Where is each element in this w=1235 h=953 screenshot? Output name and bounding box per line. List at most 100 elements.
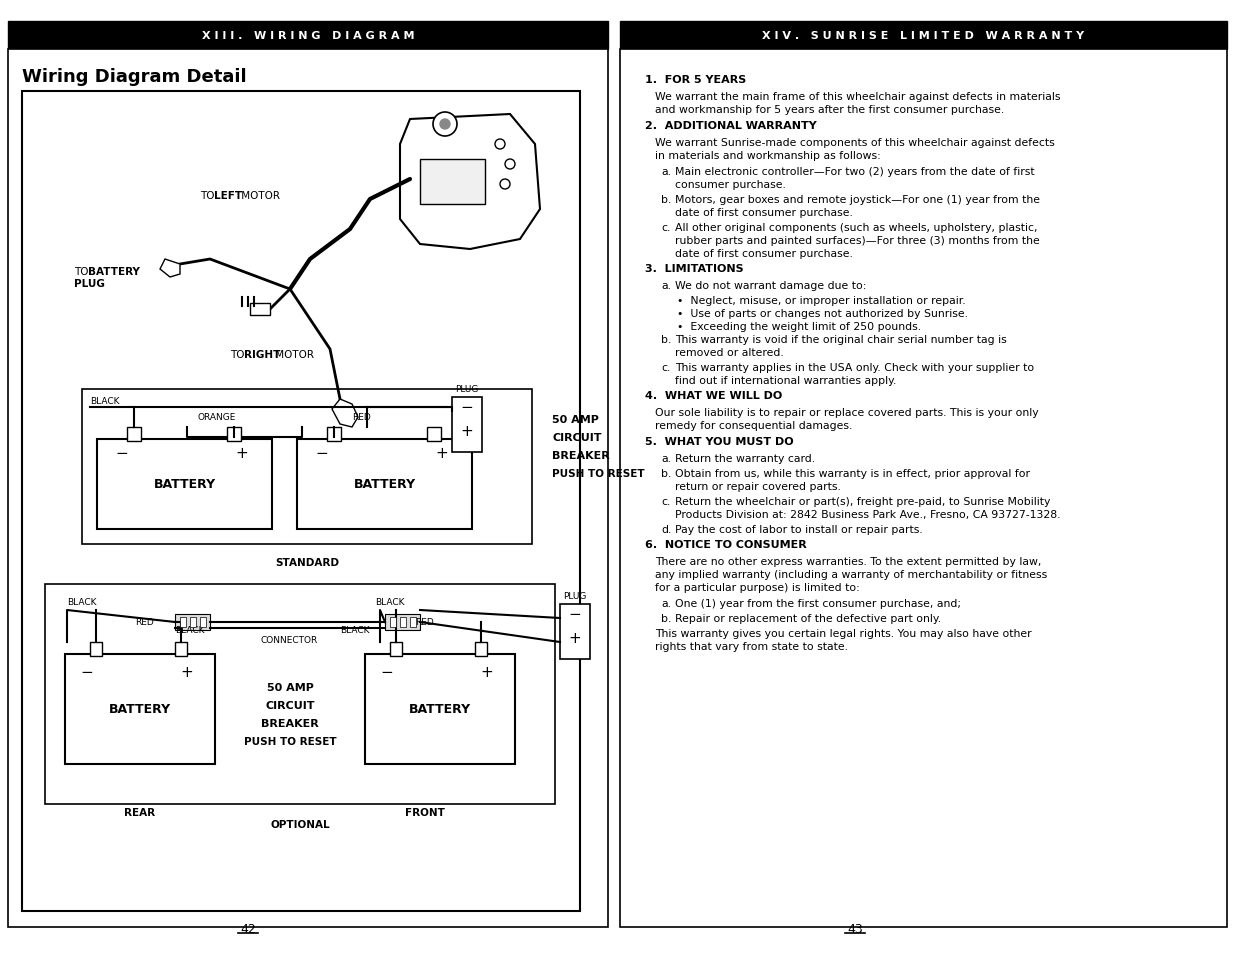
Text: This warranty gives you certain legal rights. You may also have other: This warranty gives you certain legal ri… [655, 628, 1031, 639]
Text: REAR: REAR [125, 807, 156, 817]
Bar [390, 642, 403, 657]
Text: a.: a. [661, 167, 671, 177]
Bar [190, 618, 196, 627]
Bar [559, 604, 590, 659]
Text: Our sole liability is to repair or replace covered parts. This is your only: Our sole liability is to repair or repla… [655, 408, 1039, 417]
Text: ORANGE: ORANGE [198, 413, 236, 422]
Text: c.: c. [661, 363, 671, 373]
Text: CIRCUIT: CIRCUIT [552, 433, 601, 442]
Text: +: + [436, 446, 448, 460]
Text: PLUG: PLUG [456, 385, 479, 395]
Text: rubber parts and painted surfaces)—For three (3) months from the: rubber parts and painted surfaces)—For t… [676, 235, 1040, 246]
Text: 50 AMP: 50 AMP [267, 682, 314, 692]
Text: We do not warrant damage due to:: We do not warrant damage due to: [676, 281, 867, 291]
Text: •  Neglect, misuse, or improper installation or repair.: • Neglect, misuse, or improper installat… [677, 295, 966, 306]
Text: PLUG: PLUG [74, 278, 105, 289]
Text: Wiring Diagram Detail: Wiring Diagram Detail [22, 68, 247, 86]
Text: b.: b. [661, 335, 672, 345]
Text: Products Division at: 2842 Business Park Ave., Fresno, CA 93727-1328.: Products Division at: 2842 Business Park… [676, 510, 1061, 519]
Text: 3.  LIMITATIONS: 3. LIMITATIONS [645, 264, 743, 274]
Bar [620, 50, 1228, 927]
Text: CONNECTOR: CONNECTOR [261, 636, 317, 644]
Text: MOTOR: MOTOR [272, 350, 314, 359]
Text: −: − [80, 664, 94, 679]
Text: TO: TO [200, 191, 217, 201]
Text: BATTERY: BATTERY [88, 267, 140, 276]
Text: removed or altered.: removed or altered. [676, 348, 784, 357]
Text: c.: c. [661, 223, 671, 233]
Text: Pay the cost of labor to install or repair parts.: Pay the cost of labor to install or repa… [676, 524, 923, 535]
Bar [82, 390, 532, 544]
Text: +: + [180, 664, 194, 679]
Text: There are no other express warranties. To the extent permitted by law,: There are no other express warranties. T… [655, 557, 1041, 566]
Bar [420, 160, 485, 205]
Bar [175, 642, 186, 657]
Text: b.: b. [661, 469, 672, 478]
Text: and workmanship for 5 years after the first consumer purchase.: and workmanship for 5 years after the fi… [655, 105, 1004, 115]
Text: BATTERY: BATTERY [409, 702, 471, 716]
Text: +: + [461, 423, 473, 438]
Text: BLACK: BLACK [67, 598, 96, 606]
Bar [327, 428, 341, 441]
Circle shape [495, 140, 505, 150]
Bar [249, 304, 270, 315]
Text: Main electronic controller—For two (2) years from the date of first: Main electronic controller—For two (2) y… [676, 167, 1035, 177]
Text: 4.  WHAT WE WILL DO: 4. WHAT WE WILL DO [645, 391, 782, 400]
Text: We warrant the main frame of this wheelchair against defects in materials: We warrant the main frame of this wheelc… [655, 91, 1061, 102]
Text: 6.  NOTICE TO CONSUMER: 6. NOTICE TO CONSUMER [645, 539, 806, 550]
Polygon shape [400, 115, 540, 250]
Bar [296, 439, 472, 530]
Text: STANDARD: STANDARD [275, 558, 338, 567]
Text: −: − [316, 446, 329, 460]
Bar [44, 584, 555, 804]
Text: +: + [236, 446, 248, 460]
Bar [180, 618, 186, 627]
Text: PUSH TO RESET: PUSH TO RESET [243, 737, 336, 746]
Text: 43: 43 [847, 923, 863, 936]
Text: BATTERY: BATTERY [153, 478, 216, 491]
Text: c.: c. [661, 497, 671, 506]
Bar [366, 655, 515, 764]
Text: BATTERY: BATTERY [109, 702, 172, 716]
Text: •  Use of parts or changes not authorized by Sunrise.: • Use of parts or changes not authorized… [677, 309, 968, 318]
Text: TO: TO [74, 267, 91, 276]
Bar [227, 428, 241, 441]
Text: BATTERY: BATTERY [353, 478, 415, 491]
Polygon shape [161, 260, 180, 277]
Text: b.: b. [661, 194, 672, 205]
Bar [127, 428, 141, 441]
Bar [475, 642, 487, 657]
Bar [22, 91, 580, 911]
Text: RED: RED [352, 413, 370, 422]
Text: CIRCUIT: CIRCUIT [266, 700, 315, 710]
Bar [620, 22, 1228, 50]
Text: a.: a. [661, 454, 671, 463]
Text: find out if international warranties apply.: find out if international warranties app… [676, 375, 897, 386]
Bar [452, 397, 482, 453]
Text: a.: a. [661, 598, 671, 608]
Text: BLACK: BLACK [375, 598, 405, 606]
Text: MOTOR: MOTOR [238, 191, 280, 201]
Text: FRONT: FRONT [405, 807, 445, 817]
Text: in materials and workmanship as follows:: in materials and workmanship as follows: [655, 151, 881, 161]
Text: rights that vary from state to state.: rights that vary from state to state. [655, 641, 848, 651]
Circle shape [500, 180, 510, 190]
Text: −: − [380, 664, 394, 679]
Text: BLACK: BLACK [175, 625, 205, 635]
Text: RED: RED [415, 618, 433, 626]
Text: RED: RED [135, 618, 153, 626]
Text: All other original components (such as wheels, upholstery, plastic,: All other original components (such as w… [676, 223, 1037, 233]
Text: BREAKER: BREAKER [261, 719, 319, 728]
Text: −: − [116, 446, 128, 460]
Bar [175, 615, 210, 630]
Text: Obtain from us, while this warranty is in effect, prior approval for: Obtain from us, while this warranty is i… [676, 469, 1030, 478]
Text: Return the warranty card.: Return the warranty card. [676, 454, 815, 463]
Circle shape [433, 112, 457, 137]
Bar [410, 618, 416, 627]
Text: −: − [568, 606, 582, 621]
Bar [400, 618, 406, 627]
Text: +: + [480, 664, 493, 679]
Text: date of first consumer purchase.: date of first consumer purchase. [676, 249, 853, 258]
Text: return or repair covered parts.: return or repair covered parts. [676, 481, 841, 492]
Text: consumer purchase.: consumer purchase. [676, 180, 785, 190]
